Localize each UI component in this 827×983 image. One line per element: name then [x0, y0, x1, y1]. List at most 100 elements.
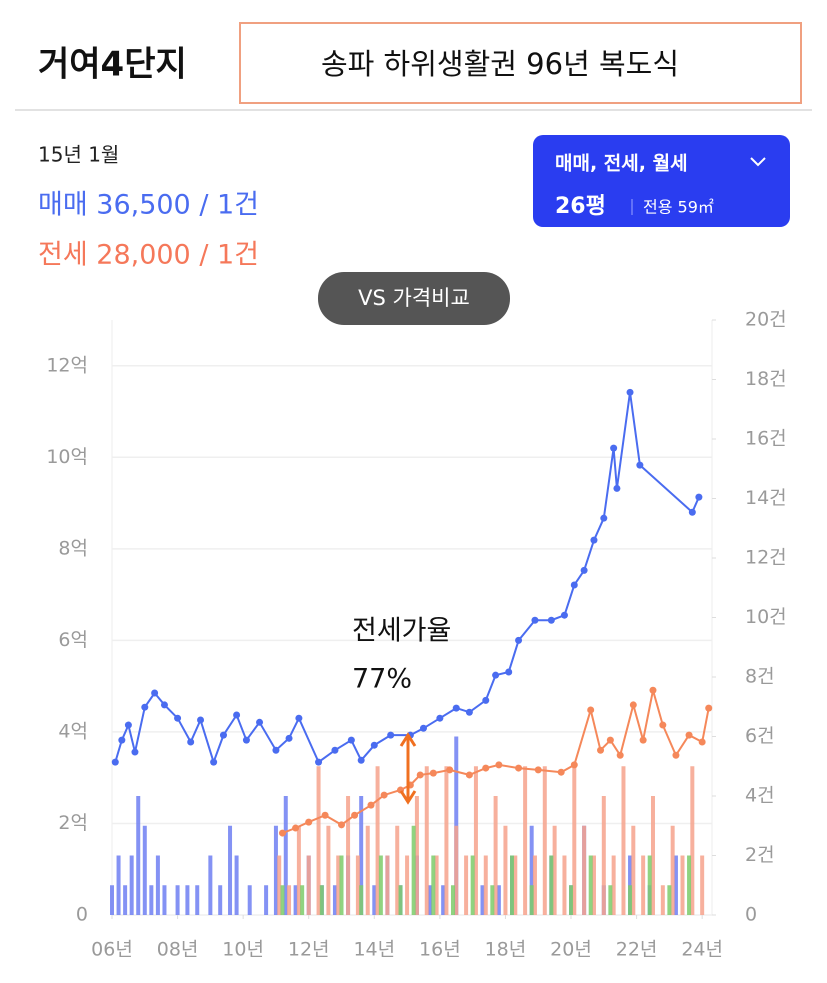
price-line — [114, 392, 700, 766]
volume-bar — [129, 855, 134, 915]
y2-tick-label: 0 — [745, 904, 757, 926]
y-tick-label: 4억 — [58, 720, 88, 742]
volume-bar — [123, 885, 128, 915]
price-dot — [242, 736, 250, 744]
volume-bar — [355, 855, 360, 915]
volume-bar — [549, 855, 554, 915]
y2-tick-label: 18건 — [745, 368, 787, 390]
volume-bar — [569, 885, 574, 915]
volume-bar — [650, 796, 655, 915]
annotation: 전세가율 — [352, 616, 451, 647]
price-dot — [590, 536, 598, 544]
price-dot — [429, 769, 437, 777]
volume-bar — [454, 825, 459, 915]
filter-button[interactable] — [533, 135, 790, 227]
price-dot — [367, 801, 375, 809]
volume-bar — [480, 885, 485, 915]
price-dot — [659, 721, 667, 729]
price-dot — [534, 766, 542, 774]
price-dot — [370, 741, 378, 749]
volume-bar — [280, 885, 285, 915]
region-box[interactable] — [239, 22, 802, 104]
volume-bar — [529, 825, 534, 915]
price-dot — [118, 736, 126, 744]
price-dot — [495, 761, 503, 769]
price-dot — [672, 751, 680, 759]
x-tick-label: 24년 — [681, 939, 723, 961]
volume-bar — [283, 796, 288, 915]
x-tick-label: 14년 — [353, 939, 395, 961]
price-dot — [436, 714, 444, 722]
dropdown-icon — [750, 157, 766, 167]
volume-bar — [473, 766, 478, 915]
filter-area[interactable]: 전용 59㎡ — [643, 198, 714, 217]
info-date: 15년 1월 — [38, 143, 119, 167]
y2-tick-label: 6건 — [745, 725, 775, 747]
price-dot — [160, 701, 168, 709]
volume-bar — [660, 885, 665, 915]
volume-bar — [326, 825, 331, 915]
y-tick-label: 0 — [76, 904, 88, 926]
price-dot — [347, 736, 355, 744]
x-tick-label: 20년 — [550, 939, 592, 961]
filter-types[interactable]: 매매, 전세, 월세 — [555, 153, 688, 175]
volume-bar — [496, 885, 501, 915]
volume-bar — [513, 855, 518, 915]
price-dot — [151, 689, 159, 697]
price-dot — [338, 821, 346, 829]
volume-bar — [296, 825, 301, 915]
volume-bar — [428, 885, 433, 915]
y2-tick-label: 8건 — [745, 666, 775, 688]
price-dot — [351, 811, 359, 819]
price-dot — [357, 756, 365, 764]
volume-bar — [319, 885, 324, 915]
y-tick-label: 10억 — [46, 446, 88, 468]
price-dot — [321, 811, 329, 819]
x-tick-label: 22년 — [616, 939, 658, 961]
y-tick-label: 8억 — [58, 537, 88, 559]
y2-tick-label: 12건 — [745, 547, 787, 569]
volume-bar — [293, 885, 298, 915]
complex-title: 거여4단지 — [38, 45, 187, 85]
price-dot — [515, 764, 523, 772]
price-dot — [636, 461, 644, 469]
volume-bar — [572, 766, 577, 915]
y2-tick-label: 2건 — [745, 844, 775, 866]
price-dot — [295, 714, 303, 722]
volume-bar — [110, 885, 114, 915]
volume-bar — [523, 766, 528, 915]
price-dot — [616, 751, 624, 759]
volume-bar — [503, 825, 508, 915]
volume-bar — [608, 885, 613, 915]
price-dot — [305, 818, 313, 826]
y-tick-label: 6억 — [58, 629, 88, 651]
volume-bar — [493, 796, 498, 915]
volume-bar — [680, 855, 685, 915]
region-label[interactable]: 송파 하위생활권 96년 복도식 — [321, 47, 679, 81]
volume-bar — [621, 766, 626, 915]
volume-bar — [218, 885, 223, 915]
volume-bar — [444, 766, 449, 915]
ratio-arrow — [399, 732, 417, 805]
volume-bar — [372, 885, 377, 915]
compare-button[interactable] — [318, 272, 510, 325]
volume-bar — [332, 885, 337, 915]
volume-bar — [424, 766, 429, 915]
volume-bar — [700, 855, 705, 915]
volume-bar — [631, 825, 636, 915]
x-tick-label: 06년 — [91, 939, 133, 961]
price-dot — [124, 721, 132, 729]
price-dot — [331, 746, 339, 754]
volume-bar — [359, 885, 364, 915]
volume-bar — [273, 825, 278, 915]
price-dot — [547, 616, 555, 624]
price-dot — [233, 711, 241, 719]
volume-bar — [431, 855, 436, 915]
x-tick-label: 10년 — [222, 939, 264, 961]
price-dot — [465, 771, 473, 779]
volume-bar — [395, 825, 400, 915]
compare-label[interactable]: VS 가격비교 — [358, 286, 470, 310]
price-dot — [416, 771, 424, 779]
volume-bar — [667, 885, 672, 915]
filter-size[interactable]: 26평 — [555, 194, 606, 219]
